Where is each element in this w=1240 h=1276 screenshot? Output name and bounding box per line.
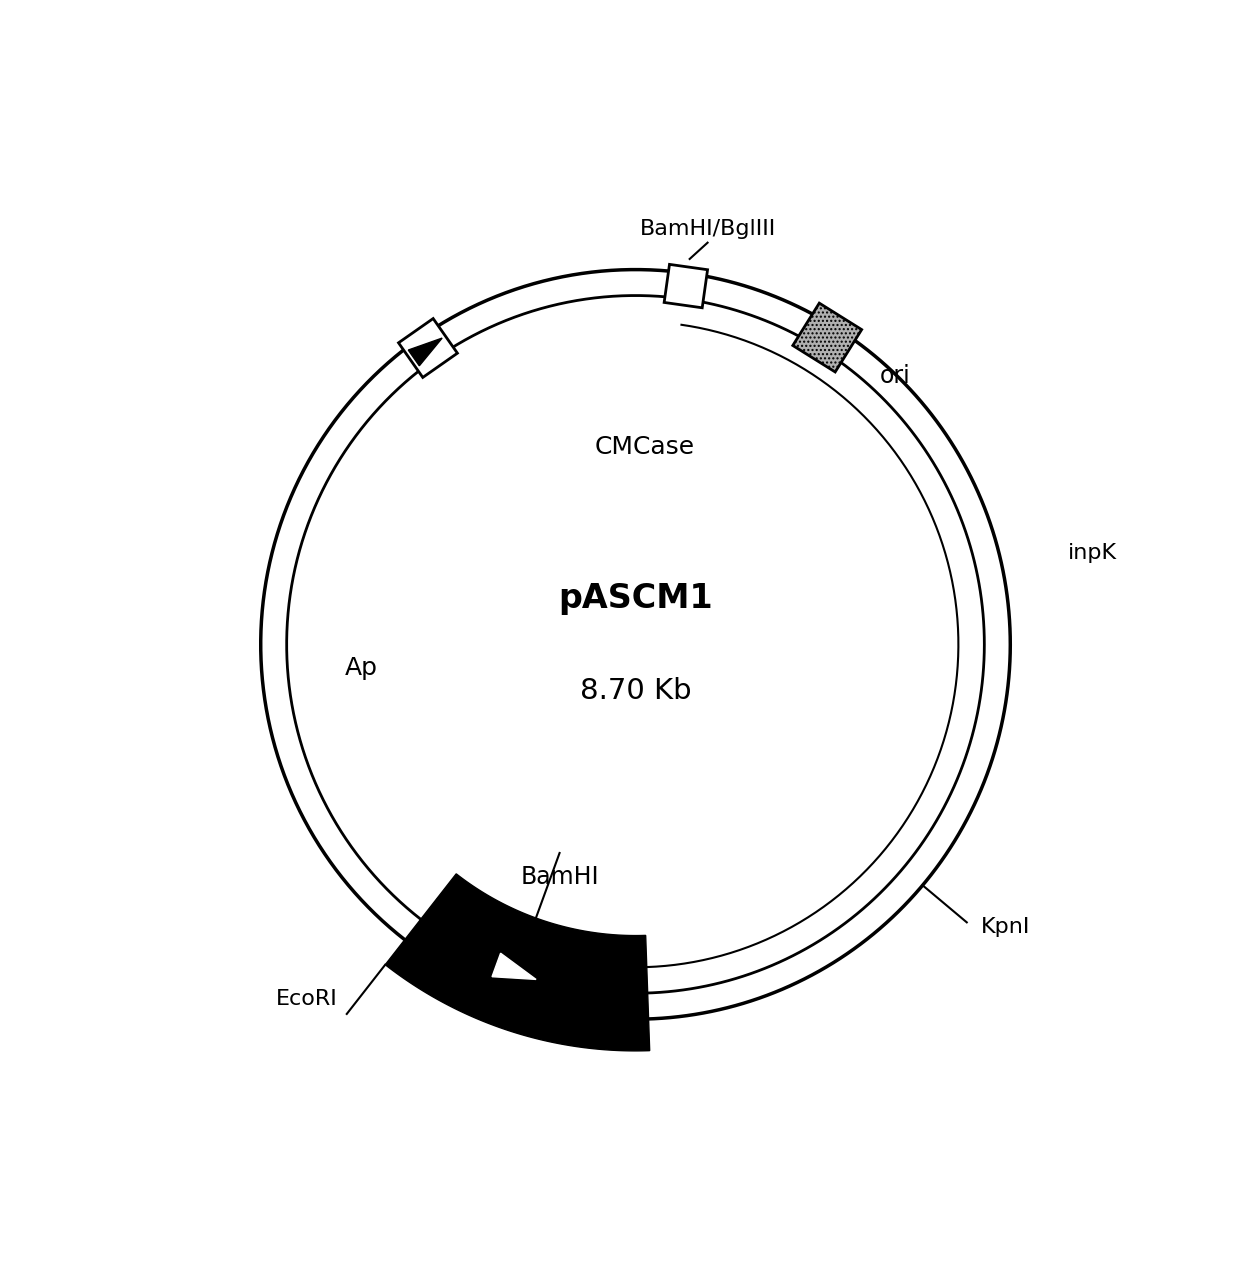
Polygon shape xyxy=(398,319,458,378)
Text: EcoRI: EcoRI xyxy=(275,989,337,1009)
Text: inpK: inpK xyxy=(1068,544,1117,564)
Polygon shape xyxy=(386,874,650,1051)
Polygon shape xyxy=(408,338,443,366)
Polygon shape xyxy=(665,264,708,308)
Text: pASCM1: pASCM1 xyxy=(558,582,713,615)
Text: BamHI: BamHI xyxy=(521,865,599,888)
Text: KpnI: KpnI xyxy=(981,917,1030,937)
Text: BamHI/BglIII: BamHI/BglIII xyxy=(640,219,776,239)
Text: ori: ori xyxy=(880,364,911,388)
Polygon shape xyxy=(492,953,536,980)
Text: 8.70 Kb: 8.70 Kb xyxy=(579,676,692,704)
Text: CMCase: CMCase xyxy=(595,435,696,459)
Text: Ap: Ap xyxy=(345,656,378,680)
Polygon shape xyxy=(792,304,862,373)
